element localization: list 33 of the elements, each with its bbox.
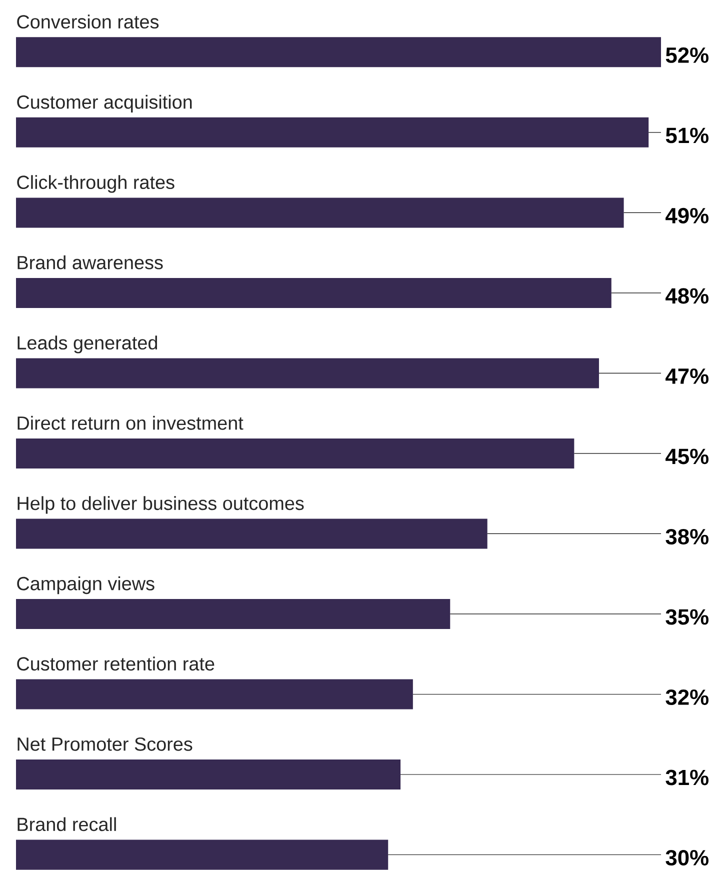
bar xyxy=(16,679,413,710)
data-label: 31% xyxy=(666,770,708,786)
bar xyxy=(16,37,662,68)
y-tick-label: Brand recall xyxy=(18,817,116,832)
data-label: 35% xyxy=(666,609,708,625)
bar xyxy=(16,438,574,468)
data-label: 38% xyxy=(666,528,708,545)
y-tick-label: Conversion rates xyxy=(17,14,159,29)
data-label: 47% xyxy=(666,368,708,384)
bar xyxy=(16,198,624,228)
bar xyxy=(16,518,488,549)
y-tick-label: Help to deliver business outcomes xyxy=(18,496,304,514)
bar xyxy=(16,117,649,148)
data-label: 49% xyxy=(666,208,708,224)
y-tick-label: Brand awareness xyxy=(18,255,163,270)
data-label: 32% xyxy=(666,689,708,706)
bar xyxy=(16,358,599,388)
y-tick-label: Net Promoter Scores xyxy=(18,737,192,751)
data-label: 45% xyxy=(666,448,708,464)
data-label: 48% xyxy=(666,288,708,304)
bar xyxy=(16,760,401,790)
y-tick-label: Leads generated xyxy=(18,336,158,354)
y-tick-label: Campaign views xyxy=(17,576,154,594)
bar xyxy=(16,840,388,870)
data-label: 30% xyxy=(666,850,708,866)
y-tick-label: Direct return on investment xyxy=(18,416,244,430)
bar xyxy=(16,598,450,629)
bar xyxy=(16,278,612,308)
y-tick-label: Customer retention rate xyxy=(17,656,214,671)
y-tick-label: Click-through rates xyxy=(17,175,174,193)
y-tick-label: Customer acquisition xyxy=(17,94,192,113)
data-label: 51% xyxy=(666,128,708,144)
data-label: 52% xyxy=(666,47,708,63)
